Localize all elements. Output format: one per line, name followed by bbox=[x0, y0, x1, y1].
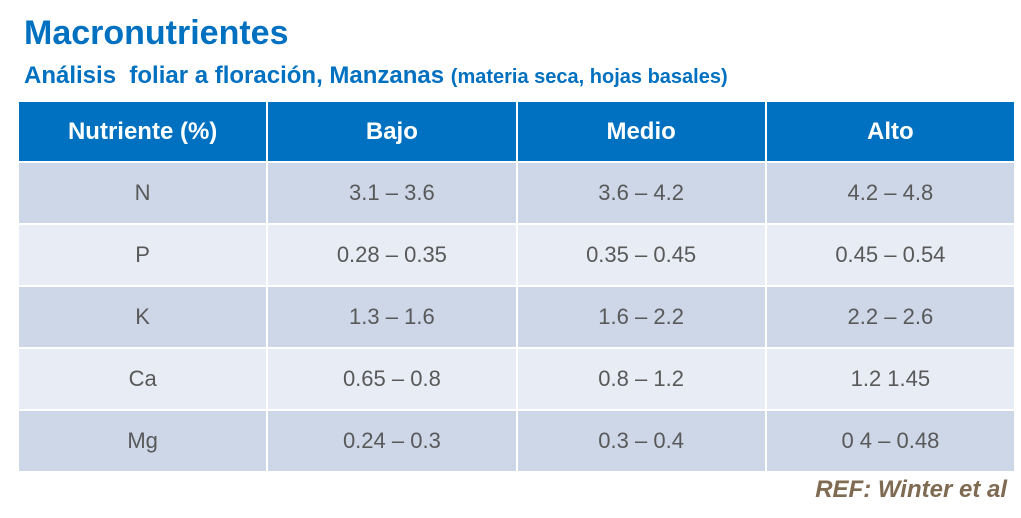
cell: 4.2 – 4.8 bbox=[764, 161, 1017, 225]
cell: N bbox=[16, 161, 269, 225]
cell: 0.8 – 1.2 bbox=[515, 347, 767, 411]
cell: 0.3 – 0.4 bbox=[515, 409, 767, 473]
cell: 2.2 – 2.6 bbox=[764, 285, 1017, 349]
cell: P bbox=[16, 223, 269, 287]
cell: 1.2 1.45 bbox=[764, 347, 1017, 411]
cell: 1.6 – 2.2 bbox=[515, 285, 767, 349]
cell: Mg bbox=[16, 409, 269, 473]
row: P 0.28 – 0.35 0.35 – 0.45 0.45 – 0.54 bbox=[16, 223, 1017, 287]
cell: 0.28 – 0.35 bbox=[266, 223, 518, 287]
table: Nutriente (%) Bajo Medio Alto N 3.1 – 3.6 3.6 … bbox=[16, 102, 1017, 473]
title: Macronutrientes bbox=[24, 14, 289, 52]
cell: 1.3 – 1.6 bbox=[266, 285, 518, 349]
cell: 0.24 – 0.3 bbox=[266, 409, 518, 473]
subtitle-line: Análisis foliar a floración, Manzanas (m… bbox=[24, 62, 728, 90]
cell: 3.6 – 4.2 bbox=[515, 161, 767, 225]
row: Ca 0.65 – 0.8 0.8 – 1.2 1.2 1.45 bbox=[16, 347, 1017, 411]
row: N 3.1 – 3.6 3.6 – 4.2 4.2 – 4.8 bbox=[16, 161, 1017, 225]
subtitle: Análisis foliar a floración, Manzanas bbox=[24, 62, 445, 89]
column-header: Nutriente (%) bbox=[16, 102, 269, 163]
row: Mg 0.24 – 0.3 0.3 – 0.4 0 4 – 0.48 bbox=[16, 409, 1017, 473]
reference: REF: Winter et al bbox=[815, 476, 1007, 503]
cell: 0.35 – 0.45 bbox=[515, 223, 767, 287]
cell: 3.1 – 3.6 bbox=[266, 161, 518, 225]
column-header: Bajo bbox=[266, 102, 518, 163]
header-row: Nutriente (%) Bajo Medio Alto bbox=[16, 102, 1017, 163]
cell: 0.45 – 0.54 bbox=[764, 223, 1017, 287]
subtitle-note: (materia seca, hojas basales) bbox=[450, 66, 728, 88]
row: K 1.3 – 1.6 1.6 – 2.2 2.2 – 2.6 bbox=[16, 285, 1017, 349]
cell: Ca bbox=[16, 347, 269, 411]
column-header: Medio bbox=[515, 102, 767, 163]
cell: 0.65 – 0.8 bbox=[266, 347, 518, 411]
cell: 0 4 – 0.48 bbox=[764, 409, 1017, 473]
column-header: Alto bbox=[764, 102, 1017, 163]
cell: K bbox=[16, 285, 269, 349]
